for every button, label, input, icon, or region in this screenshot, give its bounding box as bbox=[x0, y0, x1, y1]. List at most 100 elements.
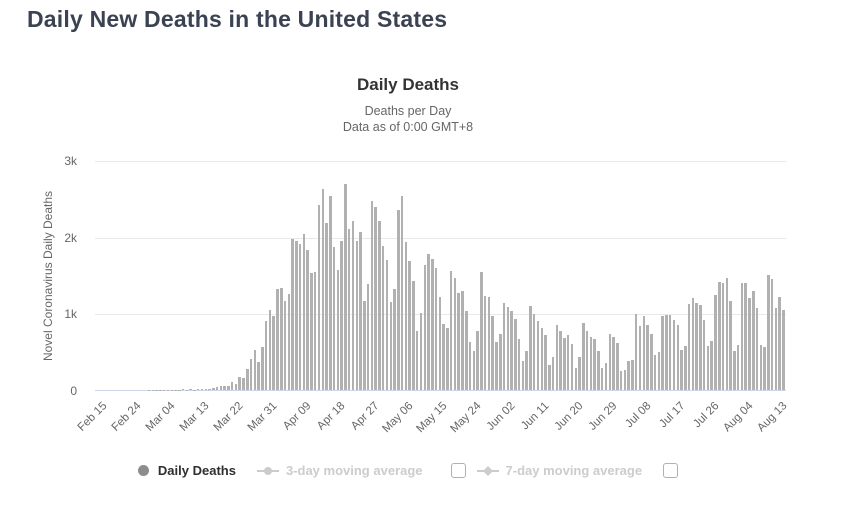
bar-Apr 11[interactable] bbox=[306, 249, 309, 390]
bar-Jul 01[interactable] bbox=[612, 337, 615, 390]
bar-May 27[interactable] bbox=[480, 272, 483, 390]
bar-May 29[interactable] bbox=[487, 297, 491, 390]
bar-May 28[interactable] bbox=[483, 296, 487, 390]
bar-May 25[interactable] bbox=[472, 351, 476, 390]
bar-Aug 13[interactable] bbox=[774, 307, 778, 390]
bar-Apr 20[interactable] bbox=[340, 241, 343, 390]
bar-Mar 16[interactable] bbox=[208, 388, 211, 390]
bar-May 06[interactable] bbox=[400, 196, 404, 390]
bar-May 14[interactable] bbox=[431, 258, 434, 390]
legend-item-7-day-moving-average[interactable]: 7-day moving average bbox=[476, 463, 642, 478]
bar-Apr 15[interactable] bbox=[321, 189, 325, 390]
bar-Jul 18[interactable] bbox=[676, 324, 679, 390]
bar-Jul 03[interactable] bbox=[619, 370, 623, 390]
bar-Jul 27[interactable] bbox=[710, 341, 713, 390]
bar-May 12[interactable] bbox=[423, 265, 426, 390]
bar-Aug 01[interactable] bbox=[729, 301, 732, 390]
bar-Apr 10[interactable] bbox=[302, 233, 306, 390]
bar-May 22[interactable] bbox=[461, 290, 464, 390]
bar-Aug 03[interactable] bbox=[736, 345, 740, 390]
bar-Mar 24[interactable] bbox=[238, 377, 241, 390]
bar-Jun 16[interactable] bbox=[555, 324, 559, 390]
bar-May 19[interactable] bbox=[449, 271, 453, 390]
bar-Jul 05[interactable] bbox=[627, 361, 630, 390]
bar-Apr 04[interactable] bbox=[280, 287, 283, 390]
bar-Apr 16[interactable] bbox=[325, 223, 328, 390]
bar-Jun 02[interactable] bbox=[502, 303, 506, 390]
bar-Mar 18[interactable] bbox=[215, 386, 219, 390]
bar-Jul 24[interactable] bbox=[699, 304, 702, 390]
bar-Aug 12[interactable] bbox=[770, 279, 774, 390]
bar-May 03[interactable] bbox=[389, 301, 392, 390]
bar-Mar 27[interactable] bbox=[249, 359, 253, 390]
bar-May 15[interactable] bbox=[434, 267, 438, 390]
bar-Jul 07[interactable] bbox=[634, 313, 638, 390]
bar-Jul 16[interactable] bbox=[668, 315, 672, 390]
legend-label-3-day-moving-average[interactable]: 3-day moving average bbox=[285, 463, 423, 478]
bar-Mar 31[interactable] bbox=[264, 321, 268, 390]
bar-Jul 23[interactable] bbox=[695, 302, 698, 390]
bar-Jul 09[interactable] bbox=[642, 316, 645, 390]
bar-Jul 28[interactable] bbox=[714, 294, 717, 390]
bar-Jul 25[interactable] bbox=[702, 319, 706, 390]
bar-Jun 15[interactable] bbox=[551, 356, 555, 390]
bar-May 16[interactable] bbox=[438, 296, 442, 390]
bar-Jul 21[interactable] bbox=[687, 303, 691, 390]
bar-Apr 07[interactable] bbox=[291, 238, 294, 390]
bar-Jun 29[interactable] bbox=[604, 362, 608, 390]
legend-label-daily-deaths[interactable]: Daily Deaths bbox=[157, 463, 236, 478]
bar-Jul 31[interactable] bbox=[725, 277, 729, 390]
bar-Apr 28[interactable] bbox=[370, 200, 374, 390]
bar-Jun 01[interactable] bbox=[499, 334, 502, 390]
bar-Jun 18[interactable] bbox=[563, 337, 566, 390]
bar-Jul 10[interactable] bbox=[646, 324, 649, 390]
bar-Jul 06[interactable] bbox=[631, 359, 634, 390]
bar-Jun 06[interactable] bbox=[517, 338, 521, 390]
legend-item-daily-deaths[interactable]: Daily Deaths bbox=[137, 463, 236, 478]
bar-Mar 22[interactable] bbox=[230, 381, 234, 390]
bar-May 21[interactable] bbox=[457, 293, 460, 390]
bar-Jun 20[interactable] bbox=[570, 344, 574, 390]
bar-Apr 08[interactable] bbox=[295, 241, 298, 390]
bar-Apr 26[interactable] bbox=[363, 301, 366, 390]
bar-Apr 03[interactable] bbox=[276, 288, 279, 390]
bar-Apr 12[interactable] bbox=[310, 272, 313, 390]
bar-Jun 10[interactable] bbox=[533, 313, 536, 390]
legend-item-3-day-moving-average[interactable]: 3-day moving average bbox=[256, 463, 423, 478]
bar-Jun 27[interactable] bbox=[597, 350, 600, 390]
bar-Jun 24[interactable] bbox=[585, 331, 589, 390]
bar-Jul 19[interactable] bbox=[680, 350, 683, 390]
bar-Jul 04[interactable] bbox=[623, 369, 627, 390]
bar-Aug 15[interactable] bbox=[782, 309, 785, 390]
bar-Jun 03[interactable] bbox=[506, 306, 510, 390]
bar-May 20[interactable] bbox=[453, 278, 457, 390]
bar-Apr 05[interactable] bbox=[283, 300, 287, 390]
bar-Jun 09[interactable] bbox=[529, 306, 532, 390]
bar-Jun 11[interactable] bbox=[536, 320, 540, 390]
bar-May 04[interactable] bbox=[393, 288, 396, 390]
bar-Jun 28[interactable] bbox=[600, 368, 604, 390]
bar-Jun 08[interactable] bbox=[525, 350, 528, 390]
bar-Apr 22[interactable] bbox=[347, 229, 351, 390]
bar-Jun 17[interactable] bbox=[559, 330, 562, 390]
bar-Apr 27[interactable] bbox=[366, 283, 370, 390]
bar-Jun 04[interactable] bbox=[510, 310, 513, 390]
bar-Jul 08[interactable] bbox=[638, 326, 642, 390]
bar-Apr 01[interactable] bbox=[268, 309, 272, 390]
bar-Apr 24[interactable] bbox=[355, 240, 359, 390]
bar-Mar 13[interactable] bbox=[196, 389, 200, 390]
bar-May 23[interactable] bbox=[465, 310, 468, 390]
checkbox-3-day-moving-average[interactable] bbox=[450, 463, 466, 478]
bar-Mar 14[interactable] bbox=[200, 389, 204, 390]
bar-Apr 17[interactable] bbox=[329, 195, 332, 390]
bar-Mar 23[interactable] bbox=[234, 383, 238, 390]
bar-Apr 25[interactable] bbox=[359, 231, 362, 390]
bar-May 07[interactable] bbox=[404, 242, 408, 390]
bar-May 02[interactable] bbox=[385, 260, 389, 390]
bar-Apr 30[interactable] bbox=[378, 221, 381, 390]
bar-Aug 04[interactable] bbox=[740, 283, 744, 390]
bar-May 11[interactable] bbox=[419, 312, 423, 390]
bar-Apr 23[interactable] bbox=[351, 221, 355, 390]
bar-Aug 08[interactable] bbox=[755, 308, 759, 390]
bar-Jun 26[interactable] bbox=[593, 339, 596, 390]
